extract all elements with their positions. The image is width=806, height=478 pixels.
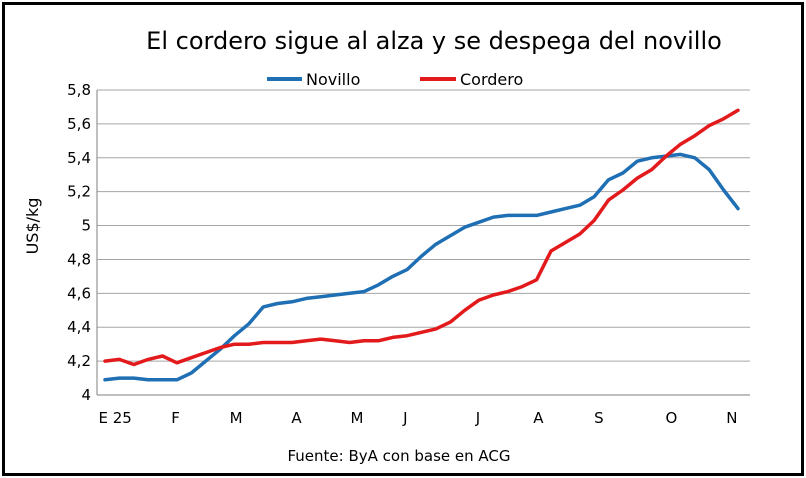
x-tick-label: M — [230, 409, 243, 427]
x-tick-label: S — [594, 409, 604, 427]
y-tick-label: 5,6 — [67, 115, 91, 133]
y-tick-label: 4,8 — [67, 250, 91, 268]
y-tick-label: 5,2 — [67, 183, 91, 201]
y-tick-labels: 4 4,2 4,4 4,6 4,8 5 5,2 5,4 5,6 5,8 — [67, 81, 91, 404]
series-lines — [103, 108, 740, 382]
x-tick-label: M — [351, 409, 364, 427]
source-note: Fuente: ByA con base en ACG — [287, 447, 510, 465]
legend-cordero-label: Cordero — [460, 70, 523, 89]
y-axis-label: US$/kg — [23, 198, 42, 255]
x-tick-label: A — [291, 409, 302, 427]
y-tick-label: 5,8 — [67, 81, 91, 99]
x-tick-label: O — [665, 409, 677, 427]
y-tick-label: 4,2 — [67, 352, 91, 370]
axes — [96, 90, 750, 396]
y-tick-label: 4 — [81, 386, 91, 404]
x-tick-labels: E 25 F M A M J J A S O N — [98, 409, 737, 427]
x-tick-label: E 25 — [98, 409, 131, 427]
x-tick-label: N — [726, 409, 737, 427]
y-tick-label: 4,6 — [67, 284, 91, 302]
chart-title: El cordero sigue al alza y se despega de… — [146, 27, 722, 55]
legend: Novillo Cordero — [267, 70, 523, 89]
x-tick-label: F — [171, 409, 180, 427]
x-tick-label: J — [475, 409, 480, 427]
y-tick-label: 5,4 — [67, 149, 91, 167]
x-tick-label: A — [533, 409, 544, 427]
series-line-cordero — [103, 108, 740, 367]
gridlines — [97, 89, 750, 362]
y-tick-label: 5 — [81, 217, 91, 235]
series-line-novillo — [103, 152, 740, 382]
x-tick-label: J — [402, 409, 407, 427]
y-tick-label: 4,4 — [67, 318, 91, 336]
legend-novillo-label: Novillo — [306, 70, 360, 89]
